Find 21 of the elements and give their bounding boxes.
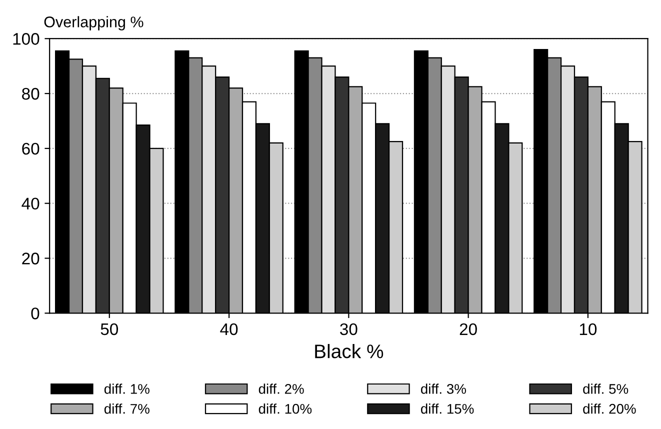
x-tick-label: 30 — [340, 323, 358, 336]
legend-label: diff. 3% — [421, 384, 466, 394]
y-axis-title: Overlapping % — [44, 16, 144, 30]
legend-label: diff. 2% — [258, 384, 304, 394]
x-axis-title: Black % — [315, 344, 384, 358]
legend-label: diff. 20% — [583, 404, 636, 414]
legend-label: diff. 5% — [583, 384, 628, 394]
legend-label: diff. 15% — [421, 404, 474, 414]
y-tick-label: 80 — [22, 88, 40, 100]
y-tick-label: 60 — [22, 142, 40, 155]
legend-label: diff. 1% — [104, 384, 150, 394]
y-tick-label: 40 — [22, 198, 40, 210]
legend-label: diff. 10% — [258, 404, 312, 414]
legend-label: diff. 7% — [104, 404, 150, 414]
y-tick-label: 20 — [22, 252, 40, 264]
x-tick-label: 40 — [220, 323, 238, 336]
x-tick-label: 20 — [460, 323, 477, 336]
x-tick-label: 50 — [100, 323, 118, 336]
x-tick-label: 10 — [580, 323, 597, 336]
y-tick-label: 100 — [13, 33, 40, 45]
y-tick-label: 0 — [31, 308, 40, 320]
